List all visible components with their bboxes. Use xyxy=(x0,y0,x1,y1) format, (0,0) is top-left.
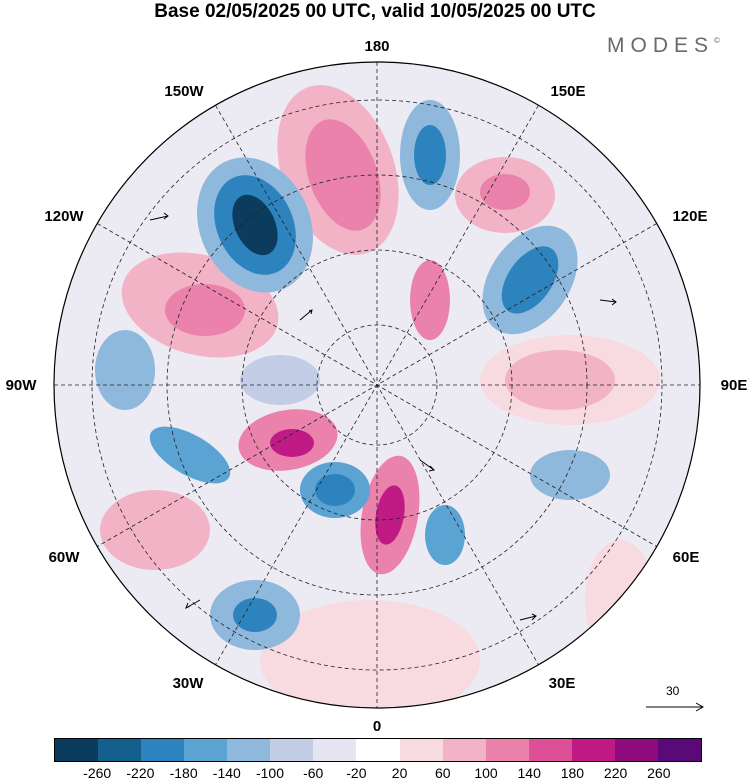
colorbar-tick-label: 260 xyxy=(647,765,671,781)
wind-vectors xyxy=(149,212,617,621)
colorbar-tick-label: -220 xyxy=(126,765,155,781)
colorbar-segment xyxy=(313,739,357,761)
lon-label-60w: 60W xyxy=(49,549,81,566)
colorbar-tick-label: 20 xyxy=(391,765,408,781)
lon-label-90e: 90E xyxy=(721,377,748,394)
colorbar-tick-label: -260 xyxy=(83,765,112,781)
colorbar-segment xyxy=(227,739,271,761)
colorbar-segment xyxy=(270,739,314,761)
lon-label-120e: 120E xyxy=(672,208,707,225)
reference-vector-arrow-icon xyxy=(646,702,705,712)
brand-mark: © xyxy=(714,36,720,45)
colorbar-tick-label: -140 xyxy=(212,765,241,781)
colorbar-segment xyxy=(485,739,529,761)
colorbar-segment xyxy=(184,739,228,761)
lon-label-150w: 150W xyxy=(164,83,204,100)
lon-label-60e: 60E xyxy=(673,549,700,566)
anomaly-field xyxy=(54,62,700,708)
lon-label-0: 0 xyxy=(373,718,381,735)
negative-anomalies xyxy=(95,100,610,650)
lon-label-150e: 150E xyxy=(550,83,585,100)
colorbar-segment xyxy=(98,739,142,761)
colorbar-segment xyxy=(528,739,572,761)
brand-text: MODES xyxy=(607,34,715,57)
graticule xyxy=(54,62,700,708)
colorbar-tick-label: 60 xyxy=(435,765,451,781)
colorbar-segment xyxy=(571,739,615,761)
positive-anomalies xyxy=(100,85,660,708)
globe-border xyxy=(53,61,701,709)
colorbar xyxy=(54,738,702,762)
lon-label-30e: 30E xyxy=(549,675,576,692)
chart-title: Base 02/05/2025 00 UTC, valid 10/05/2025… xyxy=(154,1,596,22)
colorbar-segment xyxy=(55,739,99,761)
colorbar-tick-label: 220 xyxy=(603,765,628,781)
colorbar-segment xyxy=(356,739,400,761)
colorbar-ticks: -260 -220 -180 -140 -100 -60 -20 20 60 100 140 180 2… xyxy=(54,763,702,783)
colorbar-tick-label: -100 xyxy=(255,765,285,781)
colorbar-segment xyxy=(399,739,443,761)
reference-vector-label: 30 xyxy=(666,684,680,698)
colorbar-tick-label: 100 xyxy=(474,765,498,781)
colorbar-segment xyxy=(657,739,701,761)
colorbar-segment xyxy=(141,739,185,761)
colorbar-segment xyxy=(442,739,486,761)
colorbar-tick-label: -20 xyxy=(346,765,367,781)
colorbar-tick-label: 140 xyxy=(517,765,541,781)
modes-logo: MODES© xyxy=(607,34,720,58)
lon-label-30w: 30W xyxy=(173,675,205,692)
lon-label-90w: 90W xyxy=(6,377,38,394)
lon-label-180: 180 xyxy=(364,38,389,55)
lon-label-120w: 120W xyxy=(44,208,84,225)
colorbar-tick-label: -180 xyxy=(169,765,198,781)
colorbar-tick-label: -60 xyxy=(303,765,324,781)
colorbar-segment xyxy=(614,739,658,761)
colorbar-tick-label: 180 xyxy=(560,765,585,781)
